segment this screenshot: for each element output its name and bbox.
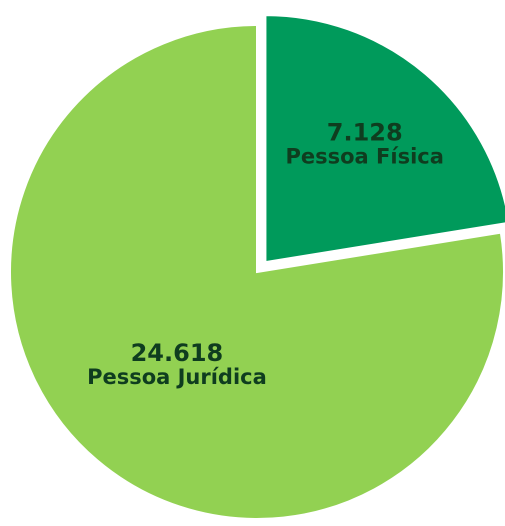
slice-value-label: 7.128 — [327, 119, 403, 147]
pie-slice — [9, 23, 505, 520]
slice-value-label: 24.618 — [131, 339, 224, 367]
slice-category-label: Pessoa Física — [286, 145, 444, 169]
slice-category-label: Pessoa Jurídica — [87, 365, 267, 389]
pie-slice — [264, 14, 505, 264]
